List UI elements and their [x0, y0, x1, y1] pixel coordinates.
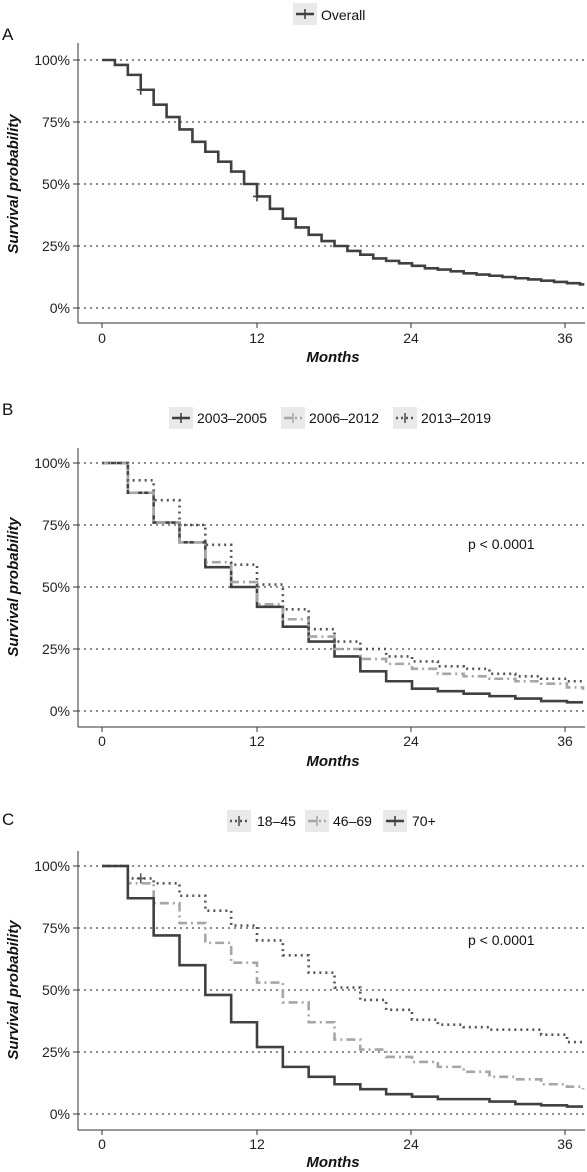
- panel-c-letter: C: [2, 810, 14, 829]
- panel-c-y-axis-title: Survival probability: [5, 920, 22, 1060]
- panel-a-y-axis-title: Survival probability: [5, 114, 22, 254]
- panel-c-x-tick-label: 12: [249, 1136, 265, 1152]
- panel-b-x-tick-label: 36: [557, 733, 573, 749]
- panel-b-plot-area: 100% 75% 50% 25% 0% 0 12 24 36 Months Su…: [5, 448, 585, 770]
- panel-b-y-tick-label: 25%: [42, 641, 70, 657]
- legend-label-18-45: 18–45: [257, 813, 296, 829]
- panel-a-x-tick-label: 24: [403, 330, 419, 346]
- panel-b-letter: B: [2, 400, 13, 419]
- panel-a-x-tick-label: 0: [98, 330, 106, 346]
- panel-c-x-axis-title: Months: [306, 1154, 359, 1171]
- panel-a-y-tick-label: 50%: [42, 176, 70, 192]
- panel-b-x-tick-label: 12: [249, 733, 265, 749]
- panel-b-series-line-1: [102, 461, 583, 704]
- legend-label-46-69: 46–69: [333, 813, 372, 829]
- legend-label-2013-2019: 2013–2019: [421, 410, 491, 426]
- panel-c-x-tick-label: 24: [403, 1136, 419, 1152]
- panel-b-x-tick-label: 24: [403, 733, 419, 749]
- panel-a-series: [102, 58, 585, 286]
- panel-b-y-tick-label: 75%: [42, 517, 70, 533]
- panel-c-y-tick-label: 50%: [42, 982, 70, 998]
- legend-label-70-plus: 70+: [412, 813, 436, 829]
- panel-a-censor-mark: [253, 191, 261, 202]
- panel-c-y-tick-label: 25%: [42, 1044, 70, 1060]
- legend-label-2006-2012: 2006–2012: [309, 410, 379, 426]
- panel-c-series: [102, 864, 585, 1108]
- panel-a-letter: A: [2, 25, 14, 44]
- panel-c: C 18–45 46–69 70+: [2, 810, 585, 1171]
- panel-b-x-axis-title: Months: [306, 753, 359, 770]
- panel-c-x-tick-label: 0: [98, 1136, 106, 1152]
- panel-a-series-line-1: [102, 58, 585, 286]
- panel-c-censor-mark: [136, 873, 145, 884]
- legend-label-overall: Overall: [321, 7, 365, 23]
- panel-c-legend: 18–45 46–69 70+: [227, 810, 436, 832]
- panel-b-y-axis-title: Survival probability: [5, 517, 22, 657]
- panel-c-p-value: p < 0.0001: [468, 932, 535, 948]
- panel-c-series-line-1: [102, 864, 585, 1045]
- panel-b-series-line-3: [102, 461, 585, 684]
- panel-b-legend: 2003–2005 2006–2012 2013–2019: [169, 407, 491, 429]
- panel-b-x-tick-label: 0: [98, 733, 106, 749]
- panel-a: A Overall 100% 75% 50%: [2, 3, 585, 366]
- panel-c-y-tick-label: 0%: [50, 1106, 70, 1122]
- panel-a-y-tick-label: 25%: [42, 238, 70, 254]
- panel-c-series-line-2: [102, 864, 585, 1090]
- panel-b-series: [102, 461, 585, 704]
- legend-label-2003-2005: 2003–2005: [197, 410, 267, 426]
- panel-a-y-tick-label: 0%: [50, 300, 70, 316]
- panel-b-y-tick-label: 0%: [50, 703, 70, 719]
- panel-c-y-tick-label: 100%: [34, 858, 70, 874]
- panel-a-x-tick-label: 12: [249, 330, 265, 346]
- panel-b-y-tick-label: 50%: [42, 579, 70, 595]
- panel-c-series-line-3: [102, 864, 583, 1108]
- panel-b: B 2003–2005 2006–2012 2013–2019: [2, 400, 585, 770]
- panel-a-x-axis-title: Months: [306, 349, 359, 366]
- panel-a-y-tick-label: 75%: [42, 114, 70, 130]
- panel-b-y-tick-label: 100%: [34, 455, 70, 471]
- panel-a-censor-mark: [136, 84, 145, 95]
- panel-c-x-tick-label: 36: [557, 1136, 573, 1152]
- panel-a-plot-area: 100% 75% 50% 25% 0% 0 12 24 36 Months Su…: [5, 43, 585, 366]
- panel-a-y-tick-label: 100%: [34, 52, 70, 68]
- panel-b-p-value: p < 0.0001: [468, 536, 535, 552]
- panel-c-plot-area: 100% 75% 50% 25% 0% 0 12 24 36 Months Su…: [5, 851, 585, 1171]
- panel-a-legend: Overall: [293, 3, 365, 25]
- panel-c-y-tick-label: 75%: [42, 920, 70, 936]
- panel-a-x-tick-label: 36: [557, 330, 573, 346]
